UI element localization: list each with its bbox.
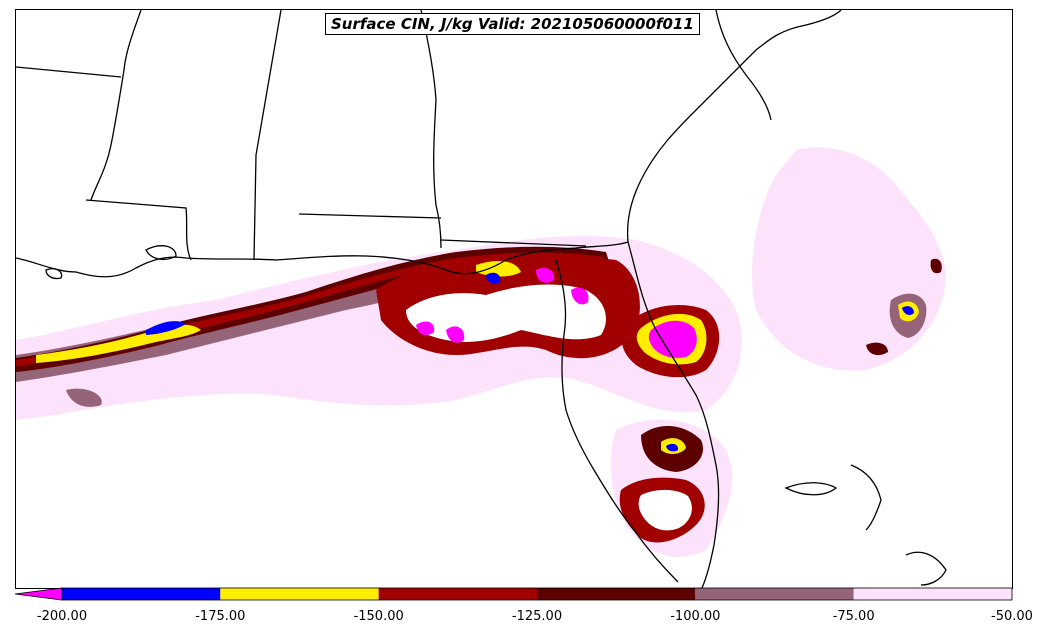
colorbar-bin-5: [853, 588, 1012, 600]
state-border-al-fl: [298, 213, 587, 247]
colorbar-tick-label: -150.00: [353, 609, 404, 624]
bahamas: [784, 464, 947, 586]
cin-area-yellow-panhandle: [476, 260, 521, 277]
cin-area-white-sfl: [638, 489, 692, 531]
cin-area-mauve-west: [66, 388, 102, 407]
colorbar-bin-3: [537, 588, 696, 600]
colorbar-outline: [61, 587, 1013, 601]
cin-area-blue-cfl: [666, 443, 679, 452]
state-border-ga-sc: [715, 10, 772, 121]
colorbar-tick-label: -50.00: [991, 609, 1033, 624]
cin-area-darkred-atlantic: [866, 258, 942, 356]
cin-area-blue-panhandle: [486, 272, 501, 284]
cin-area-pink-atlantic: [752, 147, 946, 371]
atlantic-coast: [626, 10, 842, 243]
map-title: Surface CIN, J/kg Valid: 202105060000f01…: [325, 13, 700, 35]
colorbar-tick-label: -175.00: [195, 609, 246, 624]
mississippi-river-border: [90, 10, 142, 201]
cin-shading: [16, 147, 946, 557]
colorbar-tick-label: -75.00: [832, 609, 875, 624]
state-border-ms-al: [253, 10, 282, 261]
florida-peninsula-coast: [555, 241, 720, 588]
gulf-islands: [45, 245, 177, 280]
cin-area-darkred-gulf: [16, 246, 611, 372]
cin-area-magenta-nefl: [648, 320, 697, 358]
cin-area-blue-atlantic: [902, 306, 914, 316]
colorbar-bin-2: [378, 588, 537, 600]
colorbar-bin-0: [62, 588, 221, 600]
colorbar-tick-label: -100.00: [670, 609, 721, 624]
colorbar-tick-label: -200.00: [36, 609, 88, 624]
cin-area-blue-gulf: [146, 321, 186, 335]
colorbar-tick-label: -125.00: [511, 609, 563, 624]
cin-area-yellow-gulf: [36, 324, 201, 363]
map-canvas: [16, 10, 947, 588]
gulf-coastline: [16, 241, 629, 278]
colorbar-under-extension: [15, 587, 63, 601]
state-border-al-ga: [420, 10, 442, 249]
state-border-la-ms: [16, 66, 192, 261]
colorbar-bin-4: [695, 588, 854, 600]
map-panel: [15, 9, 1013, 589]
colorbar-bin-1: [220, 588, 379, 600]
colorbar: [15, 587, 1013, 601]
map-boundaries: [16, 10, 947, 588]
